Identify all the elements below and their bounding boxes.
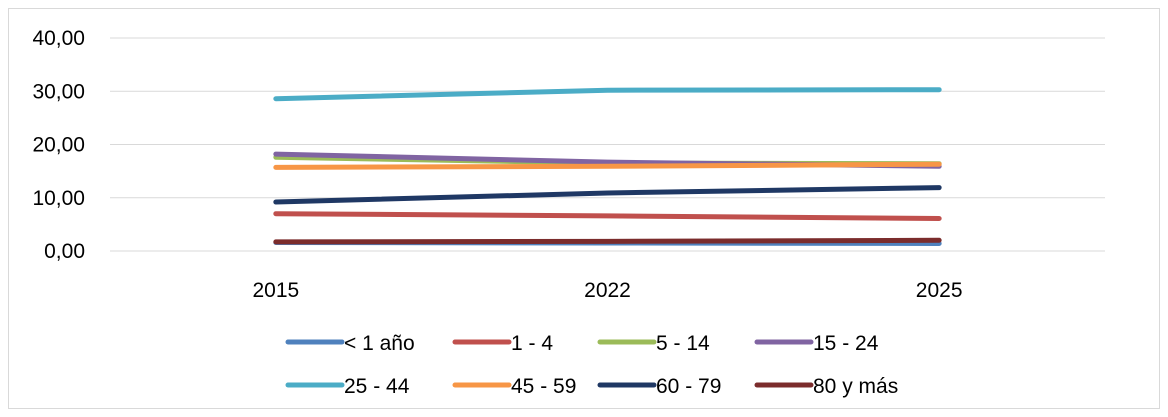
y-tick-label: 40,00	[32, 27, 85, 50]
y-tick-label: 20,00	[32, 134, 85, 157]
y-tick-label: 10,00	[32, 187, 85, 210]
y-axis-ticks: 0,00 10,00 20,00 30,00 40,00	[32, 27, 85, 263]
x-tick-label: 2015	[252, 279, 299, 302]
legend: < 1 año 1 - 4 5 - 14 15 - 24 25 - 44 45 - 59 6…	[285, 332, 898, 398]
legend-label: 25 - 44	[344, 375, 410, 398]
legend-item: 15 - 24	[754, 332, 879, 355]
series-line-5	[273, 161, 942, 170]
legend-label: 5 - 14	[656, 332, 710, 355]
legend-item: 5 - 14	[597, 332, 710, 355]
series-lines	[273, 87, 942, 246]
legend-label: 1 - 4	[511, 332, 553, 355]
legend-item: < 1 año	[285, 332, 415, 355]
y-tick-label: 0,00	[44, 240, 85, 263]
legend-label: < 1 año	[344, 332, 415, 355]
legend-label: 80 y más	[813, 375, 898, 398]
legend-item: 45 - 59	[452, 375, 576, 398]
legend-label: 60 - 79	[656, 375, 721, 398]
legend-item: 60 - 79	[597, 375, 721, 398]
x-tick-label: 2025	[916, 279, 963, 302]
legend-label: 45 - 59	[511, 375, 576, 398]
gridlines	[110, 37, 1105, 252]
legend-item: 80 y más	[754, 375, 898, 398]
chart-frame	[8, 8, 1160, 409]
series-line-1	[273, 211, 942, 221]
legend-label: 15 - 24	[813, 332, 879, 355]
x-axis-ticks: 2015 2022 2025	[252, 279, 962, 302]
legend-item: 1 - 4	[452, 332, 553, 355]
legend-item: 25 - 44	[285, 375, 410, 398]
y-tick-label: 30,00	[32, 80, 85, 103]
x-tick-label: 2022	[584, 279, 631, 302]
series-line-7	[273, 237, 942, 245]
series-line-4	[273, 87, 942, 102]
series-line-6	[273, 185, 942, 205]
